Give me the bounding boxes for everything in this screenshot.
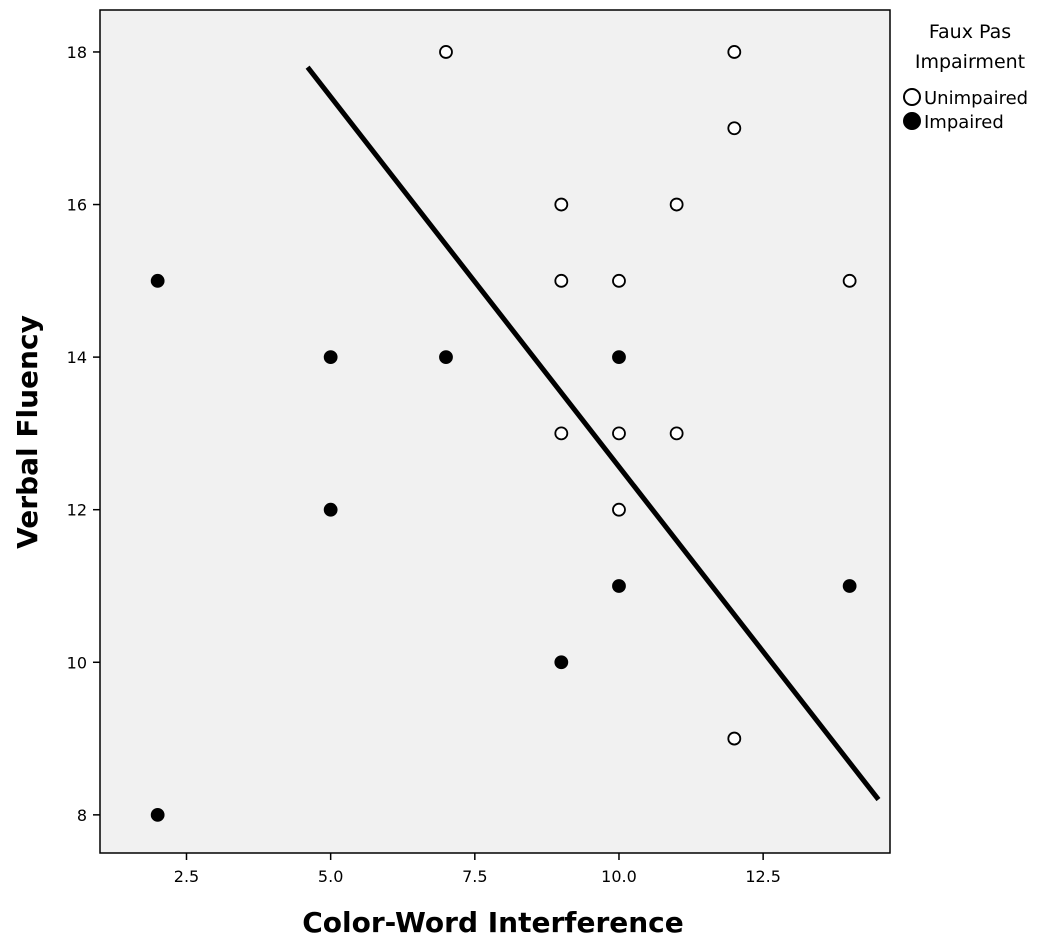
data-points xyxy=(150,45,857,822)
legend: Faux Pas Impairment Unimpaired Impaired xyxy=(903,21,1028,133)
point-impaired xyxy=(150,807,165,822)
regression-line xyxy=(305,65,881,802)
legend-title-line1: Faux Pas xyxy=(929,21,1011,43)
point-unimpaired xyxy=(612,273,626,288)
y-tick-label: 8 xyxy=(77,806,87,825)
point-unimpaired xyxy=(554,426,569,441)
point-impaired xyxy=(150,273,165,288)
point-unimpaired xyxy=(669,426,684,441)
x-tick-label: 7.5 xyxy=(462,867,487,886)
legend-title-line2: Impairment xyxy=(915,51,1025,73)
point-unimpaired xyxy=(612,426,626,441)
x-axis: 2.5 5.0 7.5 10.0 12.5 xyxy=(174,853,781,886)
x-tick-label: 12.5 xyxy=(745,867,781,886)
point-unimpaired xyxy=(612,502,626,517)
point-impaired xyxy=(439,350,453,365)
legend-impaired-label: Impaired xyxy=(924,112,1004,133)
point-unimpaired xyxy=(727,45,742,59)
point-unimpaired xyxy=(727,121,742,136)
legend-impaired-marker xyxy=(903,112,921,130)
point-unimpaired xyxy=(669,197,684,212)
y-tick-label: 16 xyxy=(67,196,87,215)
x-axis-title: Color-Word Interference xyxy=(302,906,684,939)
y-axis-title: Verbal Fluency xyxy=(11,315,44,549)
point-impaired xyxy=(323,350,338,365)
y-tick-label: 18 xyxy=(67,43,87,62)
y-tick-label: 14 xyxy=(67,348,87,367)
y-tick-label: 12 xyxy=(67,501,87,520)
y-tick-label: 10 xyxy=(67,653,87,672)
point-unimpaired xyxy=(554,197,569,212)
x-tick-label: 10.0 xyxy=(601,867,637,886)
point-unimpaired xyxy=(727,731,742,746)
point-unimpaired xyxy=(439,45,453,59)
point-impaired xyxy=(842,579,857,593)
x-tick-label: 5.0 xyxy=(318,867,343,886)
plot-area xyxy=(99,9,891,854)
point-impaired xyxy=(323,502,338,517)
point-unimpaired xyxy=(554,273,569,288)
point-impaired xyxy=(612,579,626,593)
point-impaired xyxy=(612,350,626,365)
point-impaired xyxy=(554,655,569,670)
x-tick-label: 2.5 xyxy=(174,867,199,886)
legend-unimpaired-marker xyxy=(903,88,921,106)
legend-unimpaired-label: Unimpaired xyxy=(924,88,1028,109)
y-axis: 8 10 12 14 16 18 xyxy=(67,43,100,825)
point-unimpaired xyxy=(842,273,857,288)
